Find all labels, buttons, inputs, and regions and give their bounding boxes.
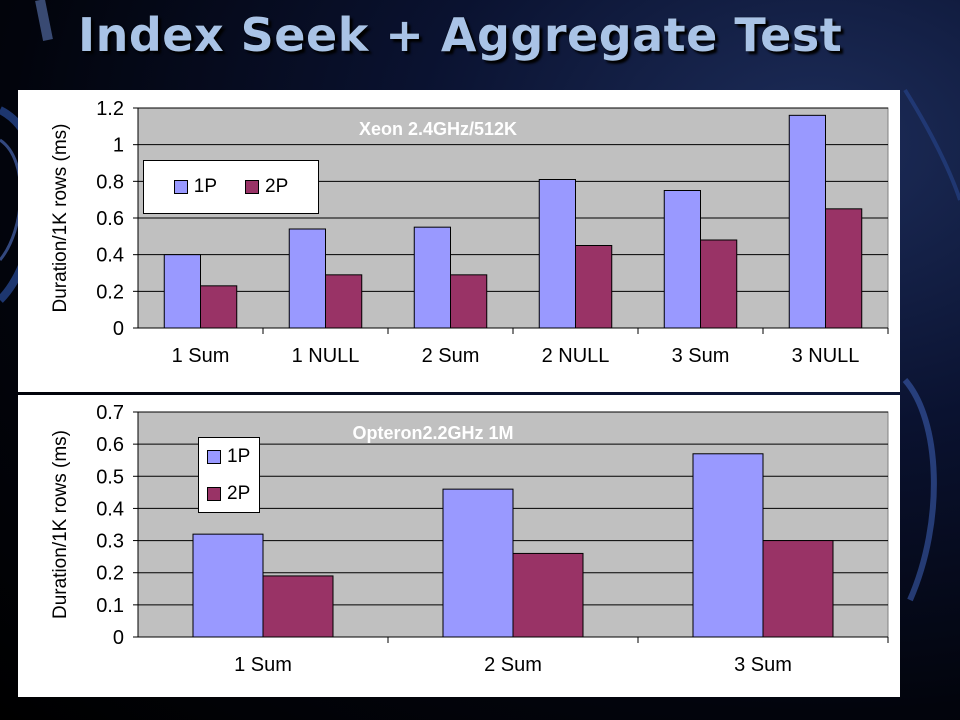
legend-swatch-2p <box>207 486 221 501</box>
y-tick-label: 0.2 <box>96 563 124 585</box>
xeon-chart: 0 0.2 0.4 0.6 0.8 1 1.2 1 Sum 1 NULL 2 Sum 2 NULL 3… <box>50 98 889 367</box>
legend-swatch-2p <box>245 180 259 194</box>
bar-1p-3-sum <box>692 453 764 638</box>
opteron-chart-panel: 0 0.1 0.2 0.3 0.4 0.5 0.6 0.7 1 Sum 2 Sum 3 Sum Dur… <box>18 395 900 697</box>
bar-1p-2-sum <box>442 488 514 638</box>
bar-1p-1-sum <box>163 254 201 329</box>
x-tick-label: 2 Sum <box>422 345 480 367</box>
opteron-legend: 1P 2P <box>198 437 260 513</box>
y-tick-label: 1 <box>113 135 124 157</box>
x-tick-label: 3 Sum <box>734 654 792 676</box>
x-tick-label: 1 NULL <box>292 345 360 367</box>
x-tick-label: 1 Sum <box>172 345 230 367</box>
legend-item-2p: 2P <box>245 176 288 198</box>
y-tick-label: 0.3 <box>96 531 124 553</box>
xeon-legend: 1P 2P <box>143 160 319 214</box>
y-axis-title: Duration/1K rows (ms) <box>50 430 71 619</box>
y-tick-label: 0.6 <box>96 434 124 456</box>
legend-label-2p: 2P <box>227 482 251 504</box>
y-tick-label: 0.5 <box>96 466 124 488</box>
legend-item-2p: 2P <box>207 483 259 505</box>
xeon-chart-panel: 0 0.2 0.4 0.6 0.8 1 1.2 1 Sum 1 NULL 2 Sum 2 NULL 3… <box>18 90 900 392</box>
bar-2p-3-sum <box>700 239 738 329</box>
bar-2p-1-sum <box>262 575 334 638</box>
legend-label-1p: 1P <box>227 445 251 467</box>
legend-swatch-1p <box>173 180 188 194</box>
y-axis-title: Duration/1K rows (ms) <box>50 124 71 313</box>
slide-title: Index Seek + Aggregate Test <box>78 8 843 62</box>
legend-item-1p: 1P <box>173 176 217 198</box>
bar-1p-1-sum <box>192 533 264 638</box>
chart-annotation: Xeon 2.4GHz/512K <box>359 119 517 139</box>
bar-2p-2-sum <box>450 274 488 329</box>
opteron-chart: 0 0.1 0.2 0.3 0.4 0.5 0.6 0.7 1 Sum 2 Sum 3 Sum Dur… <box>50 402 889 676</box>
y-tick-label: 1.2 <box>96 98 124 120</box>
bar-1p-1-null <box>288 228 326 329</box>
bar-2p-1-sum <box>200 285 238 329</box>
legend-label-2p: 2P <box>265 176 289 197</box>
y-tick-label: 0.6 <box>96 208 124 230</box>
chart-annotation: Opteron2.2GHz 1M <box>352 423 513 443</box>
bar-2p-3-null <box>825 208 863 329</box>
bar-1p-3-sum <box>663 190 701 329</box>
bar-2p-2-null <box>575 245 613 329</box>
legend-label-1p: 1P <box>193 176 217 197</box>
bar-1p-3-null <box>788 114 826 329</box>
x-tick-label: 2 Sum <box>484 654 542 676</box>
y-tick-label: 0 <box>113 318 124 340</box>
legend-item-1p: 1P <box>207 446 259 468</box>
y-tick-label: 0.1 <box>96 595 124 617</box>
bar-2p-2-sum <box>512 552 584 638</box>
x-tick-label: 1 Sum <box>234 654 292 676</box>
x-tick-label: 3 Sum <box>672 345 730 367</box>
legend-swatch-1p <box>207 449 221 464</box>
bar-2p-3-sum <box>762 540 834 638</box>
x-tick-label: 2 NULL <box>542 345 610 367</box>
y-tick-label: 0.4 <box>96 245 124 267</box>
bar-1p-2-null <box>538 179 576 329</box>
y-tick-label: 0.7 <box>96 402 124 424</box>
bar-1p-2-sum <box>413 226 451 329</box>
y-tick-label: 0.8 <box>96 171 124 193</box>
y-tick-label: 0 <box>113 627 124 649</box>
bar-2p-1-null <box>325 274 363 329</box>
x-tick-label: 3 NULL <box>792 345 860 367</box>
y-tick-label: 0.2 <box>96 281 124 303</box>
y-tick-label: 0.4 <box>96 498 124 520</box>
